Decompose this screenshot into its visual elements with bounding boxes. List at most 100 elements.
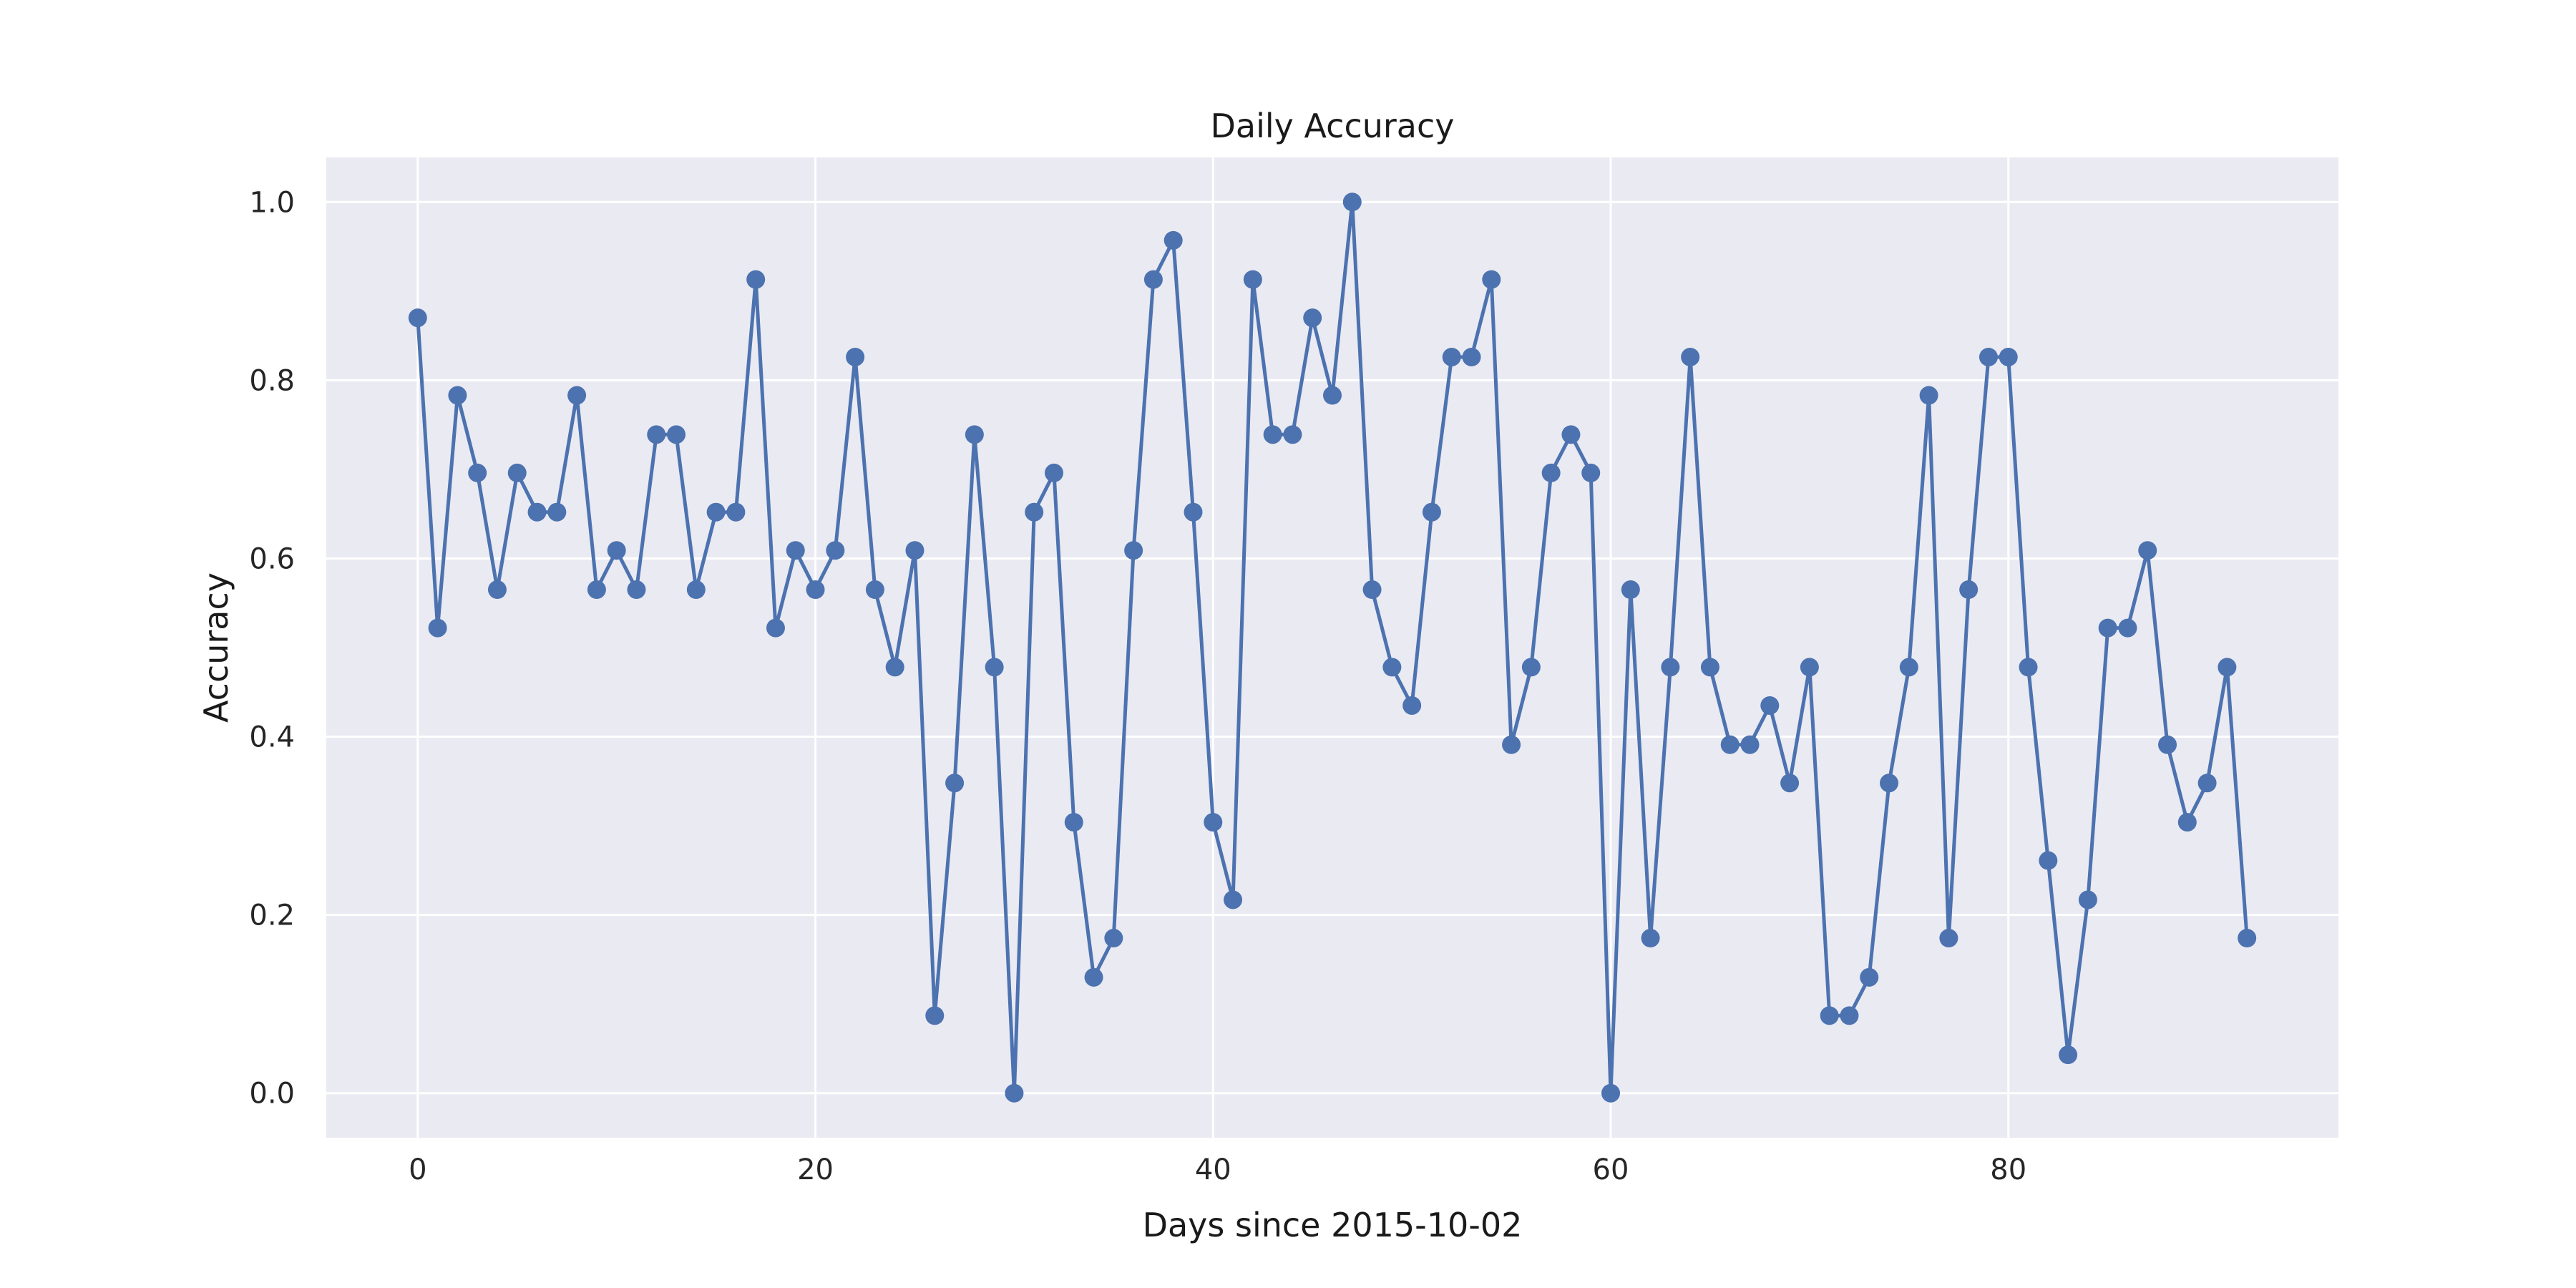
data-point bbox=[1860, 967, 1879, 987]
data-point bbox=[547, 502, 567, 522]
data-point bbox=[2238, 929, 2257, 948]
data-point bbox=[667, 425, 686, 444]
data-point bbox=[2218, 658, 2237, 677]
data-point bbox=[1621, 580, 1640, 600]
data-point bbox=[2138, 541, 2157, 560]
data-point bbox=[1899, 658, 1918, 677]
y-gridlines bbox=[326, 200, 2338, 1095]
y-tick-label: 0.6 bbox=[249, 542, 295, 575]
data-point bbox=[1760, 696, 1780, 715]
data-point bbox=[1979, 347, 1998, 366]
data-point bbox=[885, 658, 904, 677]
x-gridlines bbox=[416, 157, 2010, 1138]
x-tick-label: 0 bbox=[409, 1153, 426, 1186]
data-point bbox=[806, 580, 825, 600]
data-point bbox=[1382, 658, 1402, 677]
data-point bbox=[527, 502, 547, 522]
data-point bbox=[1402, 696, 1422, 715]
y-tick-label: 0.2 bbox=[249, 899, 295, 932]
y-tick-label: 0.0 bbox=[249, 1078, 295, 1111]
data-point bbox=[1243, 270, 1262, 289]
data-point bbox=[1681, 347, 1700, 366]
data-point bbox=[1362, 580, 1382, 600]
data-point bbox=[1143, 270, 1163, 289]
data-point bbox=[1880, 774, 1899, 793]
y-axis-label: Accuracy bbox=[197, 572, 235, 723]
data-point bbox=[925, 1006, 945, 1025]
data-point bbox=[1502, 735, 1521, 754]
plot-background bbox=[326, 157, 2338, 1138]
data-point bbox=[1462, 347, 1481, 366]
data-point bbox=[1283, 425, 1302, 444]
data-point bbox=[587, 580, 606, 600]
data-point bbox=[1661, 658, 1680, 677]
data-point bbox=[2059, 1045, 2078, 1065]
data-point bbox=[607, 541, 626, 560]
data-point bbox=[428, 618, 447, 638]
data-point bbox=[1641, 929, 1660, 948]
data-point bbox=[945, 774, 965, 793]
data-point bbox=[2039, 851, 2058, 870]
y-tick-labels: 0.0 0.2 0.4 0.6 0.8 1.0 bbox=[249, 186, 295, 1110]
data-point bbox=[1184, 502, 1203, 522]
data-point bbox=[965, 425, 984, 444]
data-point bbox=[686, 580, 706, 600]
data-point bbox=[865, 580, 884, 600]
series-layer bbox=[408, 192, 2257, 1103]
x-tick-label: 40 bbox=[1195, 1153, 1231, 1186]
data-point bbox=[1263, 425, 1282, 444]
data-point bbox=[647, 425, 666, 444]
y-tick-label: 1.0 bbox=[249, 186, 295, 219]
data-point bbox=[1720, 735, 1740, 754]
data-point bbox=[1204, 813, 1223, 832]
data-point bbox=[487, 580, 507, 600]
data-point bbox=[1025, 502, 1044, 522]
data-point bbox=[1740, 735, 1760, 754]
data-point bbox=[448, 386, 467, 405]
data-point bbox=[826, 541, 845, 560]
data-point bbox=[1064, 813, 1083, 832]
y-tick-label: 0.8 bbox=[249, 364, 295, 397]
data-point bbox=[507, 463, 527, 482]
data-point bbox=[1124, 541, 1143, 560]
data-point bbox=[905, 541, 924, 560]
data-point bbox=[2177, 813, 2197, 832]
y-tick-label: 0.4 bbox=[249, 721, 295, 754]
data-point bbox=[706, 502, 726, 522]
data-point bbox=[1581, 463, 1601, 482]
data-point bbox=[1939, 929, 1958, 948]
data-point bbox=[1442, 347, 1461, 366]
x-tick-label: 20 bbox=[797, 1153, 834, 1186]
data-point bbox=[468, 463, 487, 482]
data-point bbox=[1780, 774, 1800, 793]
data-point bbox=[2118, 618, 2137, 638]
data-point bbox=[1005, 1083, 1024, 1103]
data-point bbox=[2019, 658, 2038, 677]
data-point bbox=[627, 580, 646, 600]
x-tick-label: 60 bbox=[1593, 1153, 1629, 1186]
x-tick-label: 80 bbox=[1990, 1153, 2026, 1186]
data-point bbox=[846, 347, 865, 366]
data-point bbox=[1800, 658, 1819, 677]
data-point bbox=[1084, 967, 1103, 987]
data-point bbox=[1919, 386, 1938, 405]
data-point bbox=[1422, 502, 1441, 522]
data-point bbox=[766, 618, 785, 638]
data-point bbox=[1044, 463, 1063, 482]
data-point bbox=[2078, 890, 2097, 909]
data-point bbox=[1521, 658, 1541, 677]
data-point bbox=[408, 308, 427, 328]
data-point bbox=[1820, 1006, 1839, 1025]
data-point bbox=[1104, 929, 1123, 948]
data-point bbox=[1224, 890, 1243, 909]
data-point bbox=[1561, 425, 1581, 444]
data-point bbox=[1601, 1083, 1621, 1103]
data-point bbox=[1482, 270, 1501, 289]
data-point bbox=[1700, 658, 1719, 677]
data-point bbox=[786, 541, 805, 560]
data-point bbox=[2158, 735, 2177, 754]
data-point bbox=[1303, 308, 1322, 328]
data-point bbox=[1541, 463, 1561, 482]
data-point bbox=[1959, 580, 1979, 600]
